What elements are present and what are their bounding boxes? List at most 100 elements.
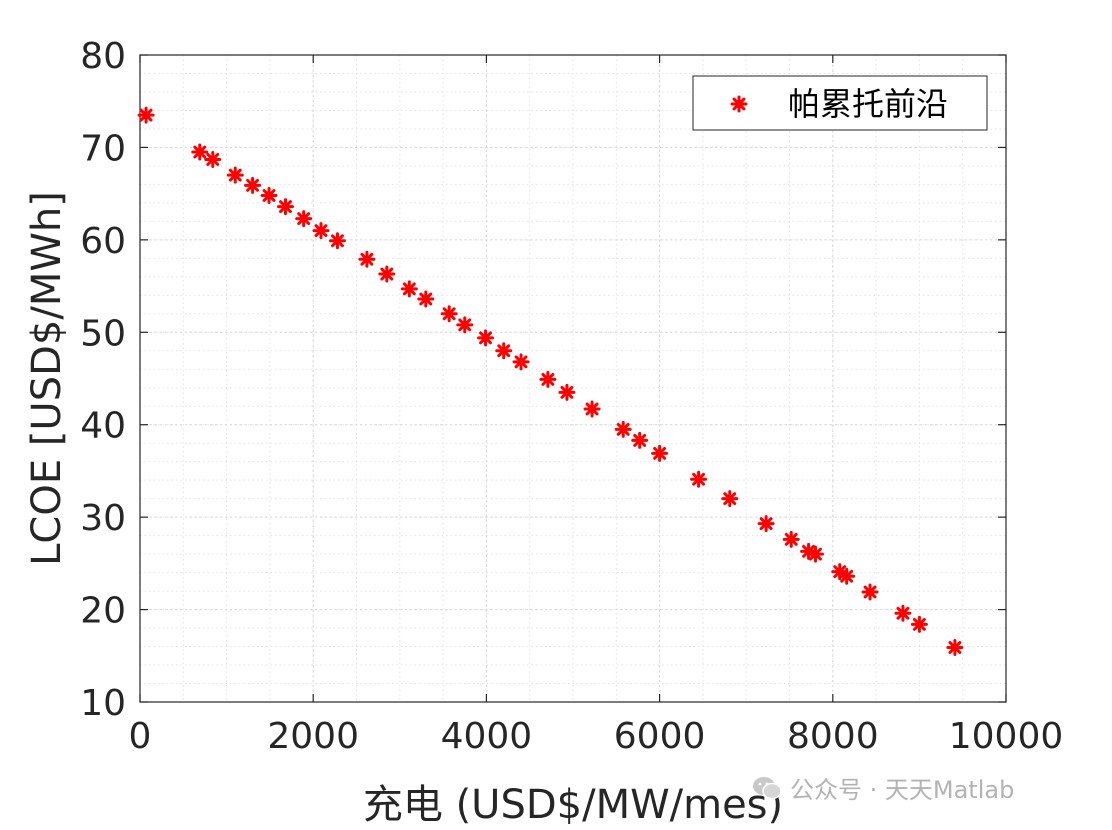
- data-point: [440, 305, 458, 323]
- marker-stroke: [833, 565, 847, 579]
- marker-stroke: [402, 282, 416, 296]
- data-point: [894, 604, 912, 622]
- plot-area-frame: [139, 54, 1007, 703]
- y-tick-label: 10: [80, 683, 126, 724]
- marker-stroke: [723, 492, 737, 506]
- marker-stroke: [759, 517, 773, 531]
- data-point: [512, 353, 530, 371]
- marker-stroke: [419, 292, 433, 306]
- x-tick-label: 4000: [441, 716, 533, 757]
- data-point: [400, 280, 418, 298]
- data-point: [721, 490, 739, 508]
- data-point: [631, 431, 649, 449]
- data-point: [838, 567, 856, 585]
- data-point: [378, 265, 396, 283]
- data-point: [417, 290, 435, 308]
- legend-label: 帕累托前沿: [788, 85, 948, 123]
- marker-stroke: [206, 152, 220, 166]
- data-point: [137, 106, 155, 124]
- scatter-points: [137, 106, 964, 656]
- marker-stroke: [692, 472, 706, 486]
- data-point: [260, 186, 278, 204]
- data-point: [495, 342, 513, 360]
- marker-stroke: [246, 178, 260, 192]
- marker-stroke: [541, 372, 555, 386]
- marker-stroke: [458, 318, 472, 332]
- data-point: [191, 143, 209, 161]
- legend: 帕累托前沿: [692, 75, 988, 131]
- y-tick-label: 20: [80, 591, 126, 632]
- marker-stroke: [616, 422, 630, 436]
- minor-grid: [139, 54, 1007, 703]
- data-point: [477, 329, 495, 347]
- data-point: [558, 383, 576, 401]
- data-point: [614, 420, 632, 438]
- data-point: [204, 150, 222, 168]
- marker-stroke: [380, 267, 394, 281]
- watermark: 公众号 · 天天Matlab: [752, 770, 1014, 805]
- marker-stroke: [653, 446, 667, 460]
- data-point: [583, 400, 601, 418]
- marker-stroke: [442, 307, 456, 321]
- x-tick-label: 0: [129, 716, 152, 757]
- axis-ticks: [139, 54, 1007, 703]
- marker-stroke: [297, 212, 311, 226]
- data-point: [806, 545, 824, 563]
- marker-stroke: [314, 224, 328, 238]
- data-point: [782, 530, 800, 548]
- y-tick-label: 80: [80, 36, 126, 77]
- y-axis-label: LCOE [USD$/MWh]: [24, 191, 70, 566]
- data-point: [226, 166, 244, 184]
- marker-stroke: [585, 402, 599, 416]
- data-point: [539, 370, 557, 388]
- legend-marker-glyph: [730, 95, 748, 113]
- data-point: [690, 470, 708, 488]
- x-tick-label: 8000: [787, 716, 879, 757]
- marker-stroke: [809, 547, 822, 561]
- marker-stroke: [279, 200, 292, 214]
- data-point: [295, 210, 313, 228]
- x-axis-label: 充电 (USD$/MW/mes): [363, 782, 783, 828]
- marker-stroke: [840, 569, 854, 583]
- marker-stroke: [330, 234, 344, 248]
- legend-marker: [730, 95, 748, 113]
- marker-stroke: [948, 641, 962, 654]
- marker-stroke: [802, 544, 816, 558]
- watermark-text: 公众号 · 天天Matlab: [790, 776, 1015, 804]
- marker-stroke: [479, 331, 492, 345]
- marker-stroke: [228, 168, 242, 182]
- marker-stroke: [633, 433, 647, 447]
- y-tick-labels: 10 20 30 40 50 60 70 80: [80, 36, 126, 724]
- x-tick-labels: 0 2000 4000 6000 8000 10000: [129, 716, 1064, 757]
- data-point: [276, 198, 294, 216]
- wechat-icon: [753, 776, 782, 799]
- data-point: [861, 583, 879, 601]
- marker-stroke: [360, 252, 374, 266]
- y-tick-label: 70: [80, 128, 126, 169]
- data-point: [312, 222, 330, 240]
- marker-stroke: [912, 617, 926, 631]
- data-point: [328, 232, 346, 250]
- x-tick-label: 10000: [949, 716, 1064, 757]
- data-point: [757, 515, 775, 533]
- marker-stroke: [497, 344, 511, 358]
- data-point: [910, 615, 928, 633]
- marker-stroke: [896, 606, 910, 620]
- marker-stroke: [193, 145, 207, 159]
- marker-stroke: [560, 385, 574, 399]
- marker-stroke: [784, 532, 798, 546]
- data-point: [651, 444, 669, 462]
- x-tick-label: 6000: [614, 716, 706, 757]
- y-tick-label: 30: [80, 498, 126, 539]
- marker-stroke: [514, 355, 528, 369]
- marker-stroke: [863, 585, 877, 599]
- y-tick-label: 50: [80, 313, 126, 354]
- marker-stroke: [139, 108, 153, 122]
- y-tick-label: 40: [80, 406, 126, 447]
- data-point: [358, 250, 376, 268]
- y-tick-label: 60: [80, 221, 126, 262]
- x-tick-label: 2000: [267, 716, 359, 757]
- data-point: [946, 638, 964, 656]
